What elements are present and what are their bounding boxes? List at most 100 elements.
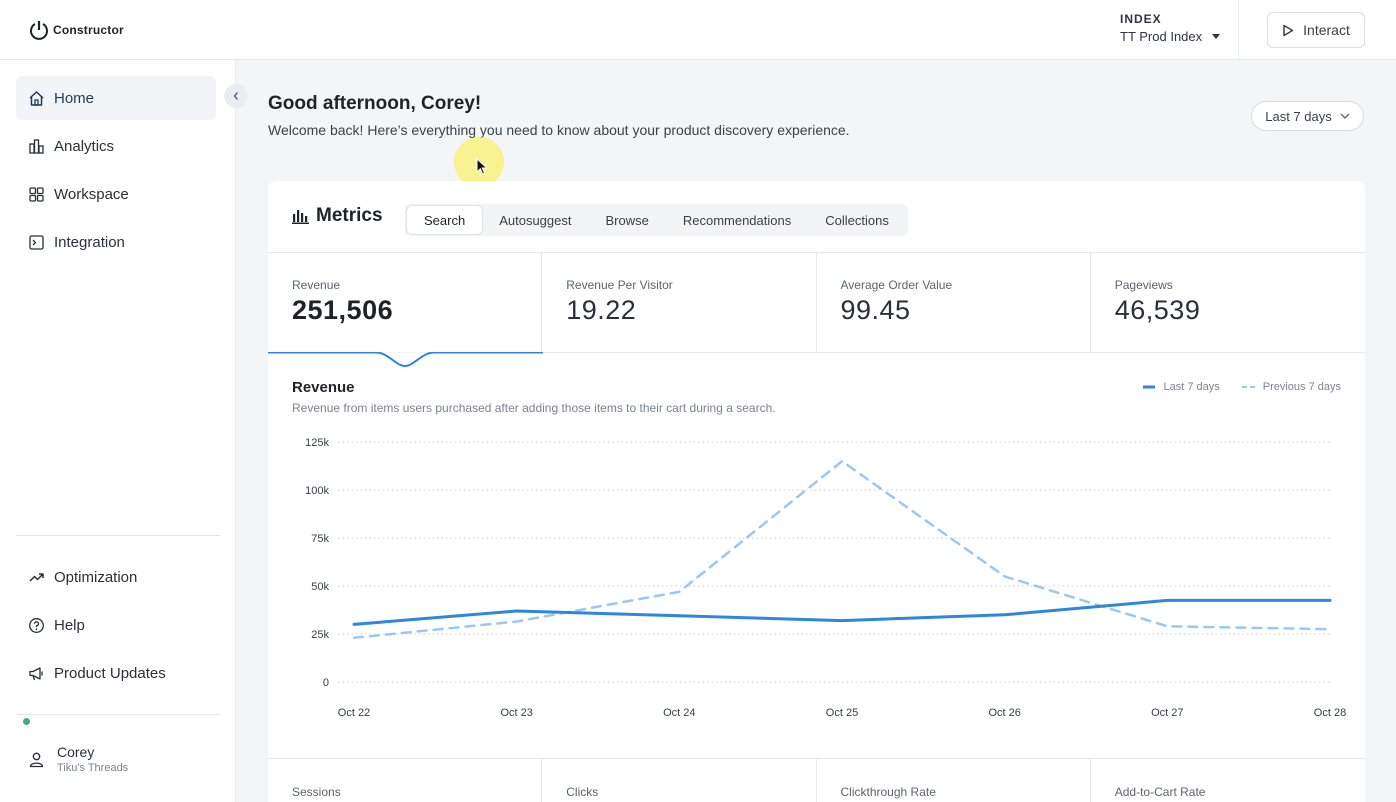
chevron-down-icon [1340,113,1350,119]
sidebar-item-home[interactable]: Home [16,76,216,120]
sidebar-item-label: Home [54,89,95,107]
sidebar-item-label: Integration [54,233,125,251]
y-tick-label: 100k [305,485,329,497]
kpi-average-order-value[interactable]: Average Order Value 99.45 [817,253,1091,353]
sidebar-item-label: Optimization [54,568,138,586]
chart-title: Revenue [292,379,355,396]
legend-label: Previous 7 days [1262,381,1341,393]
sidebar-item-workspace[interactable]: Workspace [16,172,216,216]
x-tick-label: Oct 24 [663,707,695,719]
solid-line-swatch [1143,385,1156,389]
y-tick-label: 125k [305,437,329,449]
card-divider [268,252,1365,253]
revenue-line-chart: 0 25k 50k 75k 100k 125k Oct 22 Oct 23 Oct 24 Oct … [305,437,1346,719]
chevron-left-icon [233,92,239,100]
x-tick-label: Oct 26 [988,707,1020,719]
logo-text: Constructor [53,23,124,37]
y-tick-label: 50k [311,581,329,593]
kpi-clickthrough-rate[interactable]: Clickthrough Rate [817,759,1091,802]
kpi-revenue[interactable]: Revenue 251,506 [268,253,543,368]
secondary-kpi-row: Sessions Clicks Clickthrough Rate Add-to… [268,758,1365,802]
kpi-sessions[interactable]: Sessions [268,759,543,802]
sidebar-item-label: Help [54,616,85,634]
x-tick-label: Oct 22 [338,707,370,719]
selected-kpi-indicator [268,352,543,368]
kpi-label: Revenue [292,278,341,292]
sidebar-item-label: Analytics [54,137,115,155]
logo[interactable]: Constructor [29,19,124,41]
bar-chart-icon [292,209,309,224]
index-label: INDEX [1120,12,1162,26]
kpi-value: 19.22 [566,295,637,325]
y-tick-label: 75k [311,533,329,545]
kpi-value: 46,539 [1114,295,1201,325]
kpi-label: Average Order Value [840,278,953,292]
page-title: Good afternoon, Corey! [268,93,482,114]
user-name: Corey [57,744,95,760]
sidebar-item-optimization[interactable]: Optimization [16,555,216,599]
sidebar-item-analytics[interactable]: Analytics [16,124,216,168]
kpi-row: Revenue 251,506 Revenue Per Visitor 19.2… [268,253,1365,368]
top-bar: Constructor INDEX TT Prod Index Interact [0,0,1396,60]
sidebar-item-product-updates[interactable]: Product Updates [16,651,216,695]
tab-search[interactable]: Search [407,206,483,234]
home-icon [29,90,44,106]
kpi-add-to-cart-rate[interactable]: Add-to-Cart Rate [1114,785,1206,799]
collapse-sidebar-button[interactable] [224,84,248,108]
metrics-heading: Metrics [292,205,383,227]
analytics-icon [29,138,44,154]
kpi-value: 251,506 [292,295,394,325]
legend-item-current: Last 7 days [1143,381,1220,393]
welcome-text: Welcome back! Here’s everything you need… [268,122,850,138]
tab-browse[interactable]: Browse [605,212,649,228]
series-line-previous-7-days [352,459,1332,640]
y-tick-label: 0 [323,677,329,689]
metrics-title: Metrics [316,205,383,226]
user-icon [29,752,44,767]
chart-subtitle: Revenue from items users purchased after… [292,401,776,415]
kpi-clicks[interactable]: Clicks [542,759,817,802]
interact-button[interactable]: Interact [1267,12,1365,48]
index-selector[interactable]: INDEX TT Prod Index [1120,12,1221,44]
tab-recommendations[interactable]: Recommendations [682,212,792,228]
sidebar-item-help[interactable]: Help [16,603,216,647]
kpi-label: Revenue Per Visitor [566,278,673,292]
date-range-dropdown[interactable]: Last 7 days [1251,101,1364,131]
series-line-last-7-days [352,598,1332,626]
user-profile[interactable]: Corey Tiku's Threads [28,744,128,774]
kpi-label: Pageviews [1114,278,1173,292]
topbar-divider [1238,0,1239,60]
metrics-tabs: Search Autosuggest Browse Recommendation… [405,204,908,236]
kpi-revenue-per-visitor[interactable]: Revenue Per Visitor 19.22 [542,253,817,353]
kpi-value: 99.45 [840,295,911,325]
play-icon [1283,24,1294,36]
date-range-label: Last 7 days [1265,108,1332,124]
interact-label: Interact [1303,22,1350,38]
caret-down-icon [1212,34,1221,39]
sidebar-item-label: Product Updates [54,664,166,682]
y-tick-label: 25k [311,629,329,641]
trending-up-icon [29,572,44,582]
megaphone-icon [29,666,43,680]
kpi-pageviews[interactable]: Pageviews 46,539 [1091,253,1365,353]
x-tick-label: Oct 25 [826,707,858,719]
x-tick-label: Oct 28 [1314,707,1346,719]
legend-item-previous: Previous 7 days [1241,381,1341,393]
dashed-line-swatch [1241,386,1255,388]
tab-autosuggest[interactable]: Autosuggest [499,212,572,228]
user-org: Tiku's Threads [57,762,129,774]
mouse-cursor-icon [476,158,488,175]
sidebar: Home Analytics Workspace Integration Opt… [0,60,236,802]
x-tick-label: Oct 27 [1151,707,1183,719]
sidebar-item-integration[interactable]: Integration [16,220,216,264]
workspace-icon [29,186,44,202]
chart-legend: Last 7 days Previous 7 days [1143,381,1341,393]
legend-label: Last 7 days [1163,381,1220,393]
tab-collections[interactable]: Collections [825,212,889,228]
sidebar-divider [16,535,220,536]
x-tick-label: Oct 23 [500,707,532,719]
help-icon [29,617,44,633]
index-dropdown[interactable]: TT Prod Index [1120,29,1221,44]
index-value: TT Prod Index [1120,29,1203,44]
integration-icon [29,234,44,250]
